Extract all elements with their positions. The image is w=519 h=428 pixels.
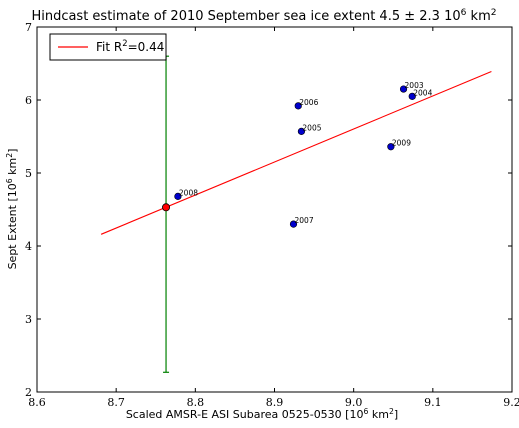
x-tick-label: 9.2 bbox=[503, 396, 519, 409]
y-axis: 2 3 4 5 6 7 bbox=[25, 21, 512, 399]
data-point bbox=[297, 127, 306, 135]
estimate-point bbox=[162, 203, 171, 212]
data-point-label: 2006 bbox=[299, 98, 318, 107]
x-tick-label: 8.8 bbox=[187, 396, 205, 409]
data-point-label: 2008 bbox=[179, 188, 198, 197]
data-point bbox=[174, 192, 182, 200]
fit-series bbox=[100, 71, 492, 235]
y-tick-label: 4 bbox=[25, 240, 32, 253]
data-point bbox=[289, 220, 298, 228]
x-tick-label: 8.6 bbox=[28, 396, 46, 409]
fit-line bbox=[100, 71, 492, 235]
chart-title: Hindcast estimate of 2010 September sea … bbox=[31, 8, 496, 24]
x-axis: 8.6 8.7 8.8 8.9 9.0 9.1 9.2 bbox=[28, 27, 519, 409]
y-tick-label: 5 bbox=[25, 167, 32, 180]
data-point bbox=[387, 143, 395, 151]
data-point-label: 2007 bbox=[295, 216, 314, 225]
plot-area bbox=[36, 26, 513, 393]
x-tick-label: 9.1 bbox=[424, 396, 442, 409]
data-point-label: 2005 bbox=[302, 123, 321, 132]
y-tick-label: 3 bbox=[25, 313, 32, 326]
data-point-label: 2009 bbox=[392, 139, 411, 148]
y-tick-label: 6 bbox=[25, 94, 32, 107]
data-point-label: 2004 bbox=[413, 88, 432, 97]
x-tick-label: 8.7 bbox=[107, 396, 125, 409]
data-point-label: 2003 bbox=[405, 81, 424, 90]
data-point bbox=[294, 102, 302, 110]
estimate-series bbox=[162, 55, 171, 373]
y-tick-label: 2 bbox=[25, 386, 32, 399]
data-point bbox=[408, 92, 416, 100]
y-tick-label: 7 bbox=[25, 21, 32, 34]
legend-fit-label: Fit R2=0.44 bbox=[96, 38, 164, 54]
x-tick-label: 9.0 bbox=[345, 396, 363, 409]
x-tick-label: 8.9 bbox=[266, 396, 284, 409]
y-axis-label: Sept Extent [106 km2] bbox=[5, 149, 20, 270]
plot-frame bbox=[36, 26, 513, 393]
legend: Fit R2=0.44 bbox=[49, 33, 167, 61]
x-axis-label: Scaled AMSR-E ASI Subarea 0525-0530 [106… bbox=[126, 407, 398, 422]
data-point bbox=[399, 85, 408, 93]
